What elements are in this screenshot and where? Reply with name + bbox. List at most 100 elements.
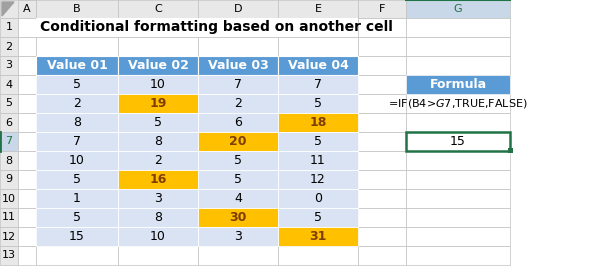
Bar bbox=[406, 170, 510, 189]
Text: 5: 5 bbox=[234, 173, 242, 186]
Text: 8: 8 bbox=[73, 116, 81, 129]
Text: 3: 3 bbox=[154, 192, 162, 205]
Bar bbox=[198, 151, 278, 170]
Bar bbox=[118, 56, 198, 75]
Bar bbox=[358, 227, 406, 246]
Bar bbox=[278, 0, 358, 18]
Bar bbox=[18, 227, 36, 246]
Bar bbox=[406, 56, 510, 75]
Text: 1: 1 bbox=[73, 192, 81, 205]
Bar bbox=[118, 208, 198, 227]
Bar bbox=[198, 151, 278, 170]
Bar bbox=[118, 132, 198, 151]
Bar bbox=[358, 18, 406, 37]
Bar bbox=[0, 208, 18, 227]
Text: 5: 5 bbox=[73, 173, 81, 186]
Bar bbox=[278, 37, 358, 56]
Text: 7: 7 bbox=[234, 78, 242, 91]
Bar bbox=[36, 18, 358, 37]
Bar bbox=[358, 113, 406, 132]
Bar bbox=[18, 132, 36, 151]
Bar bbox=[198, 170, 278, 189]
Text: 10: 10 bbox=[150, 230, 166, 243]
Bar bbox=[118, 246, 198, 265]
Bar bbox=[198, 208, 278, 227]
Text: 5: 5 bbox=[5, 99, 12, 109]
Text: G: G bbox=[454, 4, 463, 14]
Bar bbox=[36, 113, 118, 132]
Bar bbox=[278, 170, 358, 189]
Bar bbox=[0, 56, 18, 75]
Bar bbox=[118, 151, 198, 170]
Bar bbox=[278, 189, 358, 208]
Bar bbox=[406, 132, 510, 151]
Text: 13: 13 bbox=[2, 250, 16, 260]
Bar bbox=[36, 189, 118, 208]
Bar bbox=[18, 0, 36, 18]
Bar bbox=[0, 132, 18, 151]
Text: E: E bbox=[314, 4, 321, 14]
Bar bbox=[406, 94, 510, 113]
Bar bbox=[278, 151, 358, 170]
Text: 19: 19 bbox=[149, 97, 167, 110]
Bar bbox=[358, 246, 406, 265]
Text: =IF(B4>$G$7,TRUE,FALSE): =IF(B4>$G$7,TRUE,FALSE) bbox=[388, 97, 528, 110]
Bar bbox=[118, 75, 198, 94]
Text: 2: 2 bbox=[234, 97, 242, 110]
Bar bbox=[118, 37, 198, 56]
Text: 10: 10 bbox=[2, 194, 16, 204]
Bar bbox=[406, 37, 510, 56]
Bar bbox=[278, 246, 358, 265]
Bar bbox=[118, 94, 198, 113]
Text: 11: 11 bbox=[310, 154, 326, 167]
Bar bbox=[36, 113, 118, 132]
Bar bbox=[118, 170, 198, 189]
Bar bbox=[18, 75, 36, 94]
Text: 10: 10 bbox=[150, 78, 166, 91]
Bar bbox=[36, 37, 118, 56]
Bar bbox=[36, 208, 118, 227]
Bar bbox=[406, 227, 510, 246]
Bar bbox=[36, 189, 118, 208]
Bar bbox=[198, 227, 278, 246]
Bar bbox=[278, 56, 358, 75]
Bar bbox=[18, 37, 36, 56]
Text: 6: 6 bbox=[5, 117, 12, 127]
Bar bbox=[0, 37, 18, 56]
Bar bbox=[278, 132, 358, 151]
Text: 2: 2 bbox=[73, 97, 81, 110]
Bar bbox=[358, 189, 406, 208]
Bar bbox=[18, 18, 36, 37]
Text: 0: 0 bbox=[314, 192, 322, 205]
Text: 7: 7 bbox=[73, 135, 81, 148]
Text: 4: 4 bbox=[5, 79, 12, 89]
Bar bbox=[406, 75, 510, 94]
Text: D: D bbox=[234, 4, 243, 14]
Bar bbox=[198, 189, 278, 208]
Bar bbox=[0, 18, 18, 37]
Bar bbox=[198, 75, 278, 94]
Bar bbox=[358, 170, 406, 189]
Text: 5: 5 bbox=[73, 78, 81, 91]
Bar bbox=[36, 132, 118, 151]
Bar bbox=[278, 94, 358, 113]
Bar bbox=[18, 151, 36, 170]
Bar bbox=[198, 113, 278, 132]
Bar bbox=[278, 208, 358, 227]
Bar bbox=[508, 148, 513, 153]
Bar bbox=[278, 56, 358, 75]
Bar bbox=[36, 151, 118, 170]
Bar bbox=[36, 56, 118, 75]
Bar bbox=[0, 113, 18, 132]
Bar bbox=[36, 94, 118, 113]
Bar bbox=[198, 94, 278, 113]
Bar bbox=[36, 75, 118, 94]
Text: 5: 5 bbox=[73, 211, 81, 224]
Bar bbox=[36, 227, 118, 246]
Bar bbox=[18, 94, 36, 113]
Bar bbox=[198, 132, 278, 151]
Bar bbox=[198, 18, 278, 37]
Bar bbox=[278, 208, 358, 227]
Text: 3: 3 bbox=[234, 230, 242, 243]
Bar bbox=[358, 75, 406, 94]
